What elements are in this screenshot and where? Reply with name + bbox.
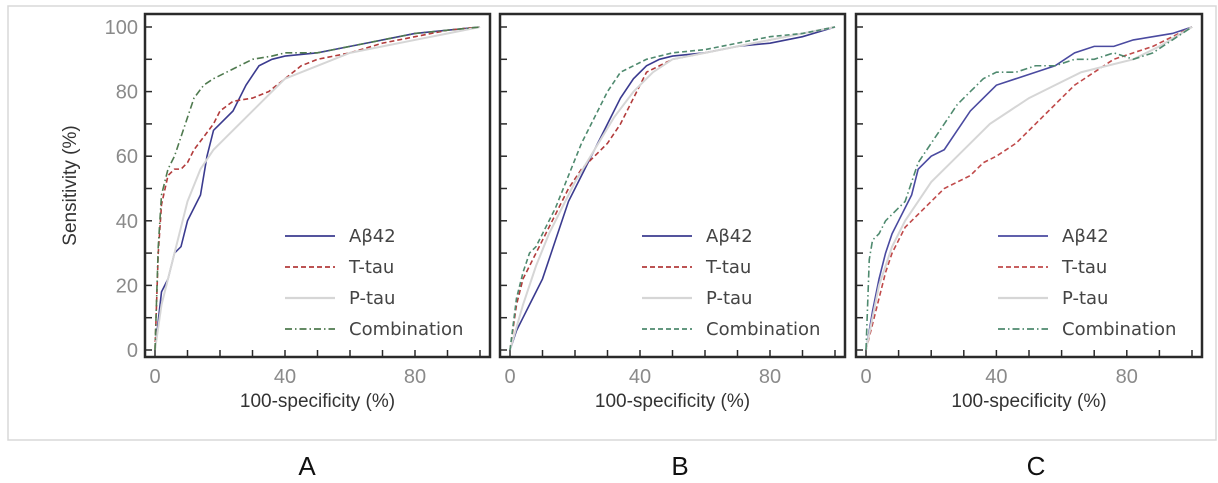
panel-c: 0 40 80 100-specificity (%) Aβ42 T-tau P-tau Co… <box>854 12 1204 412</box>
series-line-a-42 <box>865 26 1193 351</box>
legend-label: Aβ42 <box>349 226 396 247</box>
series-line-combination <box>865 26 1193 351</box>
x-tick-label: 0 <box>149 366 160 388</box>
y-tick-label: 100 <box>105 17 138 39</box>
y-tick-label: 60 <box>116 146 138 168</box>
legend-label: Combination <box>706 319 820 340</box>
y-tick-label: 80 <box>116 82 138 104</box>
x-tick-label: 40 <box>629 366 651 388</box>
x-tick-label: 80 <box>759 366 781 388</box>
y-axis-title: Sensitivity (%) <box>60 125 81 245</box>
legend-label: P-tau <box>349 288 395 309</box>
legend-label: Aβ42 <box>1062 226 1109 247</box>
x-tick-label: 0 <box>504 366 515 388</box>
series-line-p-tau <box>865 26 1193 351</box>
series-line-a-42 <box>154 26 481 351</box>
series-line-t-tau <box>865 26 1193 351</box>
panels: 0 40 80 0 20 40 60 80 100 100-specificity (%) Sens… <box>60 12 1204 412</box>
x-tick-label: 40 <box>274 366 296 388</box>
series-line-combination <box>154 26 481 351</box>
x-tick-label: 80 <box>1116 366 1138 388</box>
y-tick-label: 40 <box>116 211 138 233</box>
legend-label: T-tau <box>705 257 751 278</box>
panel-a: 0 40 80 0 20 40 60 80 100 100-specificity (%) Sens… <box>60 12 492 412</box>
plot-frame <box>498 12 847 359</box>
y-tick-label: 20 <box>116 275 138 297</box>
series-line-p-tau <box>509 26 836 351</box>
legend-label: Combination <box>349 319 463 340</box>
legend-label: Aβ42 <box>706 226 753 247</box>
legend-label: Combination <box>1062 319 1176 340</box>
x-axis-title: 100-specificity (%) <box>240 391 395 412</box>
x-axis-title: 100-specificity (%) <box>595 391 750 412</box>
panel-letters: A B C <box>298 451 1045 481</box>
legend-label: P-tau <box>706 288 752 309</box>
legend-label: T-tau <box>348 257 394 278</box>
plot-frame <box>854 12 1204 359</box>
panel-letter-a: A <box>298 451 316 481</box>
series-line-t-tau <box>509 26 836 351</box>
panel-letter-c: C <box>1027 451 1046 481</box>
x-tick-label: 80 <box>404 366 426 388</box>
x-tick-label: 40 <box>985 366 1007 388</box>
x-tick-label: 0 <box>860 366 871 388</box>
series-line-t-tau <box>154 26 481 351</box>
legend-label: P-tau <box>1062 288 1108 309</box>
legend-label: T-tau <box>1061 257 1107 278</box>
y-tick-label: 0 <box>127 340 138 362</box>
x-axis-title: 100-specificity (%) <box>951 391 1106 412</box>
panel-letter-b: B <box>671 451 688 481</box>
panel-b: 0 40 80 100-specificity (%) Aβ42 T-tau P-tau Co… <box>498 12 847 412</box>
series-line-p-tau <box>154 26 481 351</box>
